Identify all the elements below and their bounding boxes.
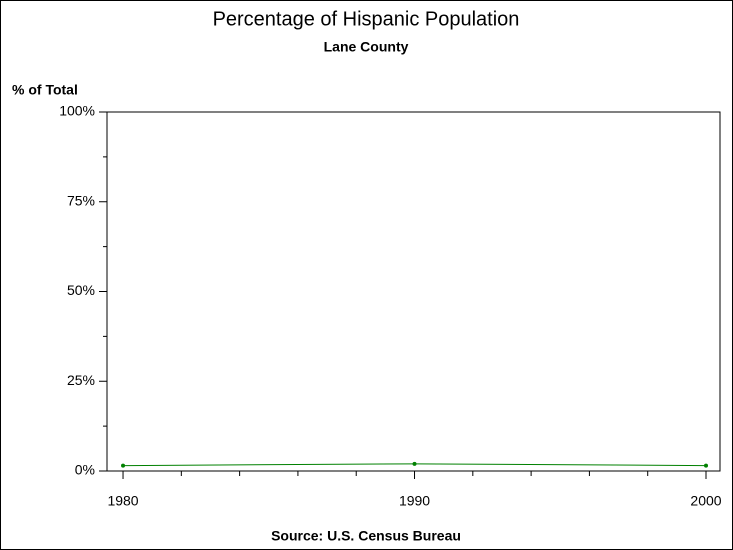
y-tick-label: 75% <box>67 192 95 208</box>
data-point <box>412 461 417 466</box>
data-point <box>121 463 126 468</box>
y-tick-label: 50% <box>67 282 95 298</box>
y-tick-label: 0% <box>75 462 95 478</box>
chart-subtitle: Lane County <box>324 39 409 55</box>
y-tick-label: 25% <box>67 372 95 388</box>
x-tick-label: 1990 <box>399 493 430 509</box>
x-tick-label: 1980 <box>107 493 138 509</box>
source-note: Source: U.S. Census Bureau <box>271 528 461 544</box>
x-tick-label: 2000 <box>690 493 721 509</box>
data-point <box>704 463 709 468</box>
chart-title: Percentage of Hispanic Population <box>213 8 520 30</box>
y-tick-label: 100% <box>59 103 95 119</box>
y-axis-label: % of Total <box>12 82 78 98</box>
